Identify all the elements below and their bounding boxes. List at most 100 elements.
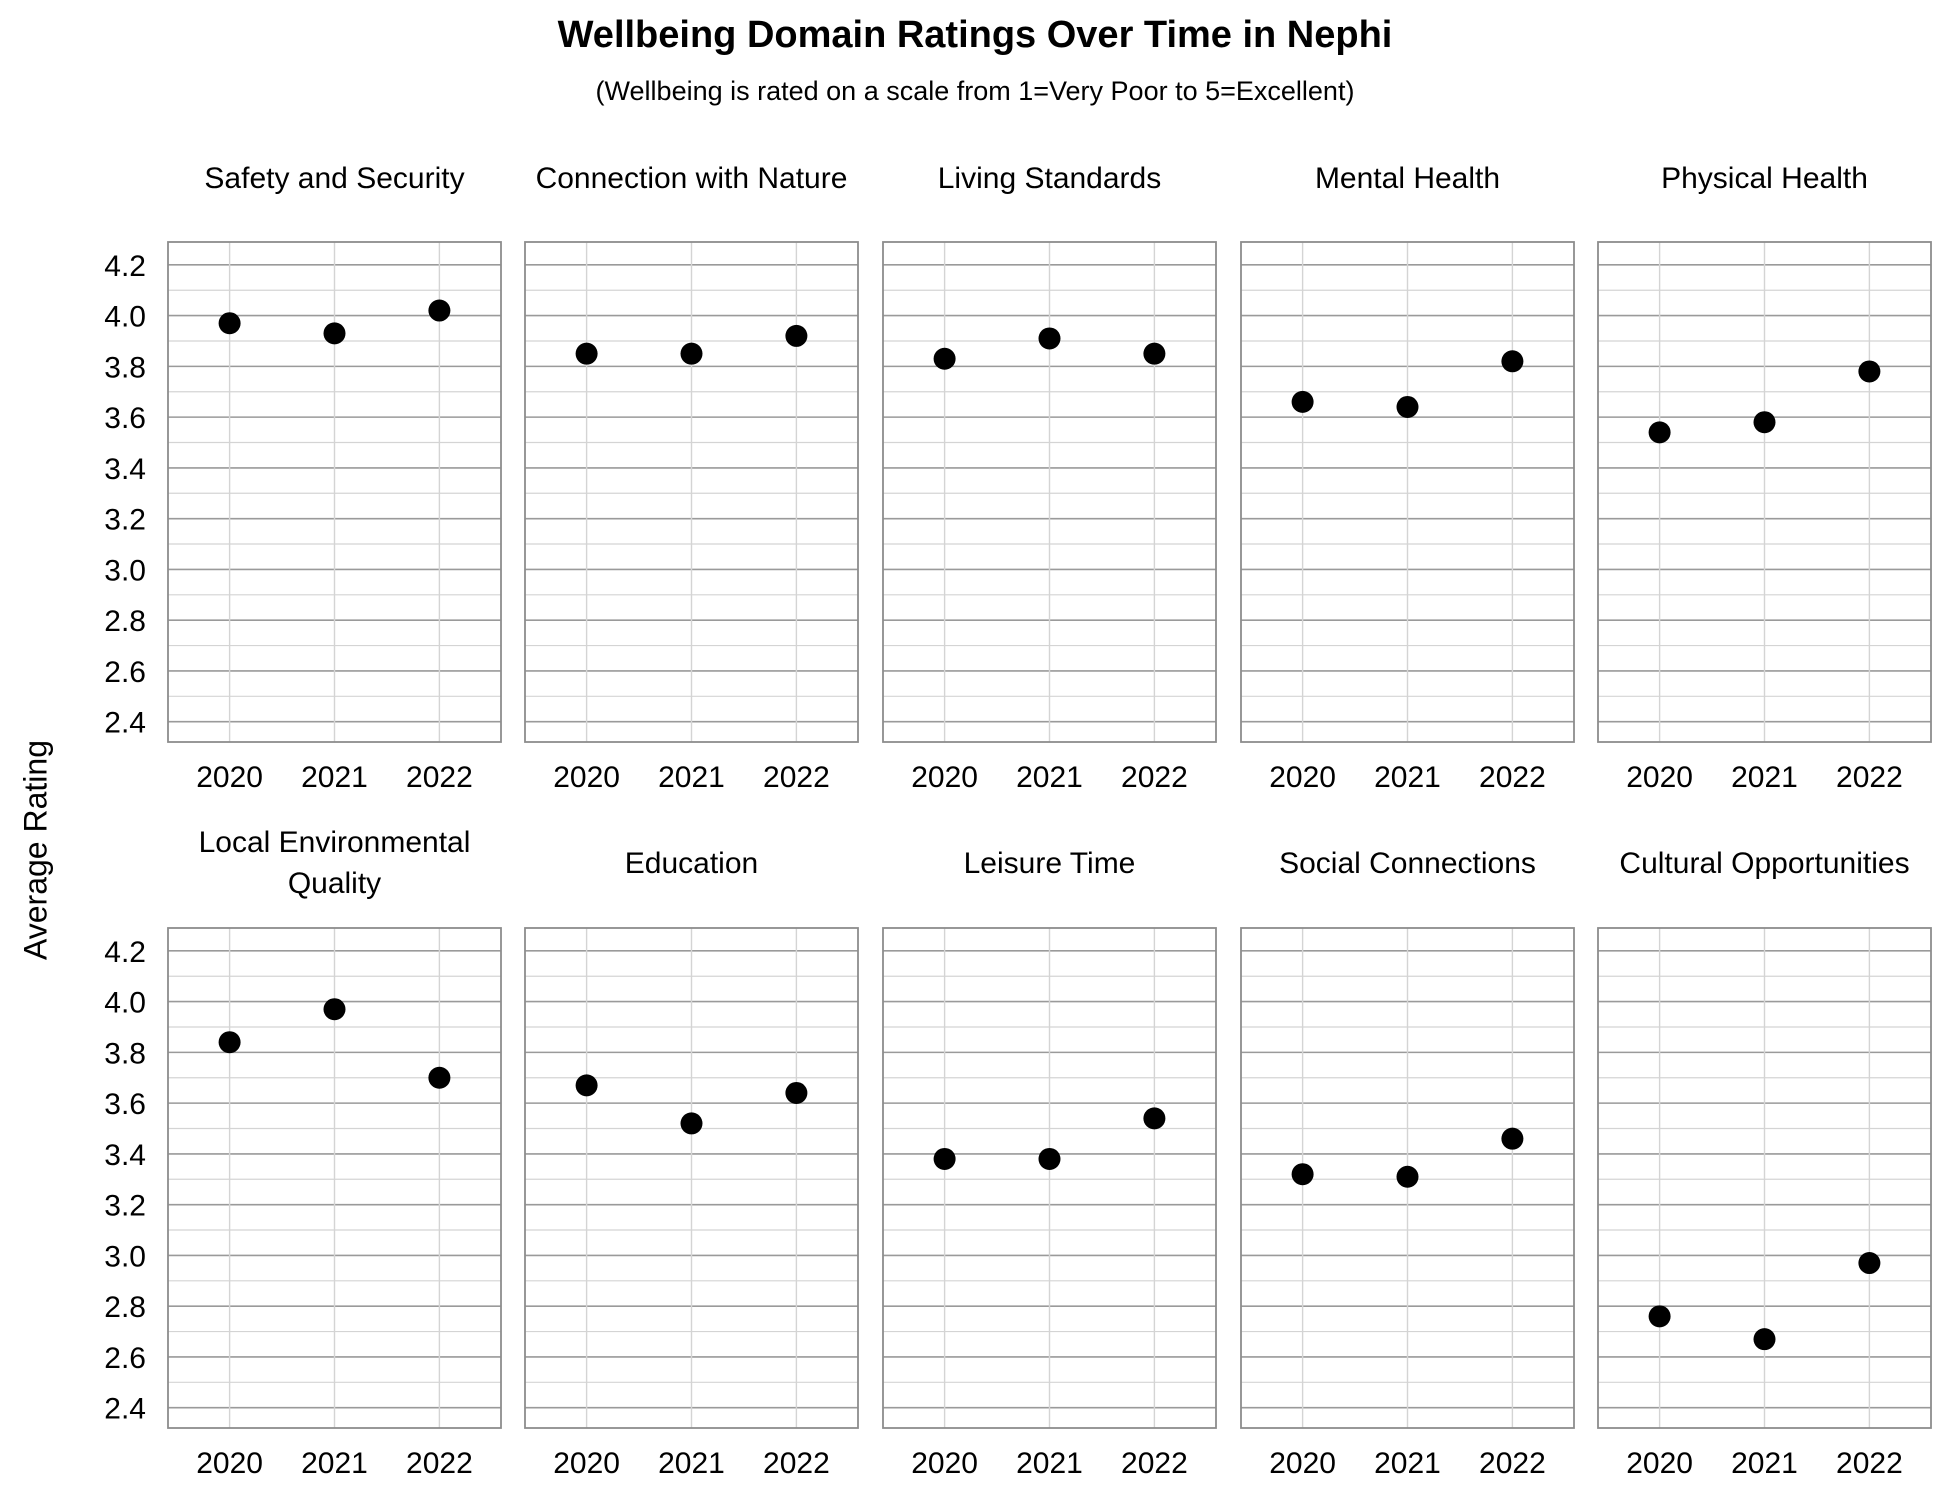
- chart-subtitle: (Wellbeing is rated on a scale from 1=Ve…: [595, 76, 1355, 106]
- y-tick-label: 3.0: [104, 1240, 146, 1273]
- x-tick-label: 2021: [658, 1447, 725, 1480]
- panel-title-line: Quality: [288, 867, 381, 900]
- x-tick-label: 2021: [1731, 1447, 1798, 1480]
- y-tick-label: 3.4: [104, 453, 146, 486]
- x-tick-label: 2021: [1374, 1447, 1441, 1480]
- y-tick-label: 4.2: [104, 250, 146, 283]
- y-tick-label: 3.4: [104, 1139, 146, 1172]
- panel-frame: [167, 927, 502, 1429]
- x-tick-label: 2021: [1016, 761, 1083, 794]
- data-point-leisure-time-2020: [933, 1147, 956, 1170]
- panel-frame: [1240, 241, 1575, 743]
- data-point-living-standards-2021: [1038, 327, 1061, 350]
- panel-title-safety-and-security: Safety and Security: [204, 162, 464, 195]
- data-point-living-standards-2022: [1143, 342, 1166, 365]
- x-tick-label: 2020: [911, 761, 978, 794]
- x-tick-label: 2022: [406, 761, 473, 794]
- panel-title-social-connections: Social Connections: [1279, 847, 1536, 880]
- data-point-connection-with-nature-2021: [680, 342, 703, 365]
- data-point-living-standards-2020: [933, 347, 956, 370]
- x-tick-label: 2021: [301, 761, 368, 794]
- panel-title-education: Education: [625, 847, 758, 880]
- y-tick-label: 3.0: [104, 554, 146, 587]
- data-point-mental-health-2021: [1396, 395, 1419, 418]
- data-point-connection-with-nature-2020: [575, 342, 598, 365]
- x-tick-label: 2021: [1374, 761, 1441, 794]
- x-tick-label: 2020: [1269, 1447, 1336, 1480]
- x-tick-label: 2020: [1269, 761, 1336, 794]
- y-tick-label: 2.4: [104, 1393, 146, 1426]
- x-tick-label: 2020: [1626, 1447, 1693, 1480]
- data-point-physical-health-2022: [1858, 360, 1881, 383]
- data-point-mental-health-2022: [1501, 350, 1524, 373]
- x-tick-label: 2022: [1121, 761, 1188, 794]
- x-tick-label: 2022: [1121, 1447, 1188, 1480]
- data-point-safety-and-security-2021: [323, 322, 346, 345]
- y-tick-label: 4.0: [104, 301, 146, 334]
- y-tick-label: 3.2: [104, 1190, 146, 1223]
- data-point-leisure-time-2021: [1038, 1147, 1061, 1170]
- panel-title-mental-health: Mental Health: [1315, 162, 1500, 195]
- y-tick-label: 4.0: [104, 987, 146, 1020]
- data-point-local-environmental-quality-2022: [428, 1066, 451, 1089]
- y-tick-label: 3.6: [104, 1088, 146, 1121]
- panel-frame: [524, 241, 859, 743]
- data-point-local-environmental-quality-2021: [323, 998, 346, 1021]
- x-tick-label: 2022: [763, 761, 830, 794]
- panel-frame: [1597, 241, 1932, 743]
- data-point-cultural-opportunities-2022: [1858, 1252, 1881, 1275]
- x-tick-label: 2020: [196, 1447, 263, 1480]
- y-tick-label: 3.8: [104, 351, 146, 384]
- y-tick-label: 3.6: [104, 402, 146, 435]
- panel-title-connection-with-nature: Connection with Nature: [536, 162, 848, 195]
- panel-frame: [1240, 927, 1575, 1429]
- panel-title-line: Local Environmental: [199, 826, 471, 859]
- panel-title-local-environmental-quality: Local Environmental Quality: [199, 826, 471, 900]
- data-point-education-2020: [575, 1074, 598, 1097]
- x-tick-label: 2020: [553, 1447, 620, 1480]
- y-tick-label: 4.2: [104, 936, 146, 969]
- data-point-leisure-time-2022: [1143, 1107, 1166, 1130]
- data-point-connection-with-nature-2022: [785, 324, 808, 347]
- panel-title-physical-health: Physical Health: [1661, 162, 1868, 195]
- x-tick-label: 2021: [658, 761, 725, 794]
- data-point-local-environmental-quality-2020: [218, 1031, 241, 1054]
- x-tick-label: 2022: [1836, 1447, 1903, 1480]
- y-tick-label: 2.8: [104, 1291, 146, 1324]
- data-point-safety-and-security-2022: [428, 299, 451, 322]
- x-tick-label: 2020: [911, 1447, 978, 1480]
- panel-frame: [1597, 927, 1932, 1429]
- x-tick-label: 2022: [1479, 1447, 1546, 1480]
- panel-title-cultural-opportunities: Cultural Opportunities: [1619, 847, 1909, 880]
- panel-frame: [882, 241, 1217, 743]
- data-point-cultural-opportunities-2020: [1648, 1305, 1671, 1328]
- panel-frame: [882, 927, 1217, 1429]
- data-point-social-connections-2021: [1396, 1165, 1419, 1188]
- y-tick-label: 2.8: [104, 605, 146, 638]
- y-tick-label: 3.8: [104, 1037, 146, 1070]
- data-point-physical-health-2020: [1648, 421, 1671, 444]
- x-tick-label: 2021: [1016, 1447, 1083, 1480]
- x-tick-label: 2022: [406, 1447, 473, 1480]
- x-tick-label: 2020: [196, 761, 263, 794]
- data-point-mental-health-2020: [1291, 390, 1314, 413]
- y-tick-label: 2.6: [104, 1342, 146, 1375]
- x-tick-label: 2022: [763, 1447, 830, 1480]
- panel-frame: [524, 927, 859, 1429]
- x-tick-label: 2022: [1836, 761, 1903, 794]
- data-point-social-connections-2020: [1291, 1163, 1314, 1186]
- data-point-physical-health-2021: [1753, 411, 1776, 434]
- y-tick-label: 2.6: [104, 656, 146, 689]
- chart-title: Wellbeing Domain Ratings Over Time in Ne…: [557, 14, 1393, 56]
- x-tick-label: 2021: [1731, 761, 1798, 794]
- data-point-cultural-opportunities-2021: [1753, 1328, 1776, 1351]
- x-tick-label: 2022: [1479, 761, 1546, 794]
- data-point-safety-and-security-2020: [218, 312, 241, 335]
- data-point-education-2021: [680, 1112, 703, 1135]
- x-tick-label: 2020: [1626, 761, 1693, 794]
- x-tick-label: 2020: [553, 761, 620, 794]
- y-tick-label: 2.4: [104, 707, 146, 740]
- x-tick-label: 2021: [301, 1447, 368, 1480]
- y-tick-label: 3.2: [104, 504, 146, 537]
